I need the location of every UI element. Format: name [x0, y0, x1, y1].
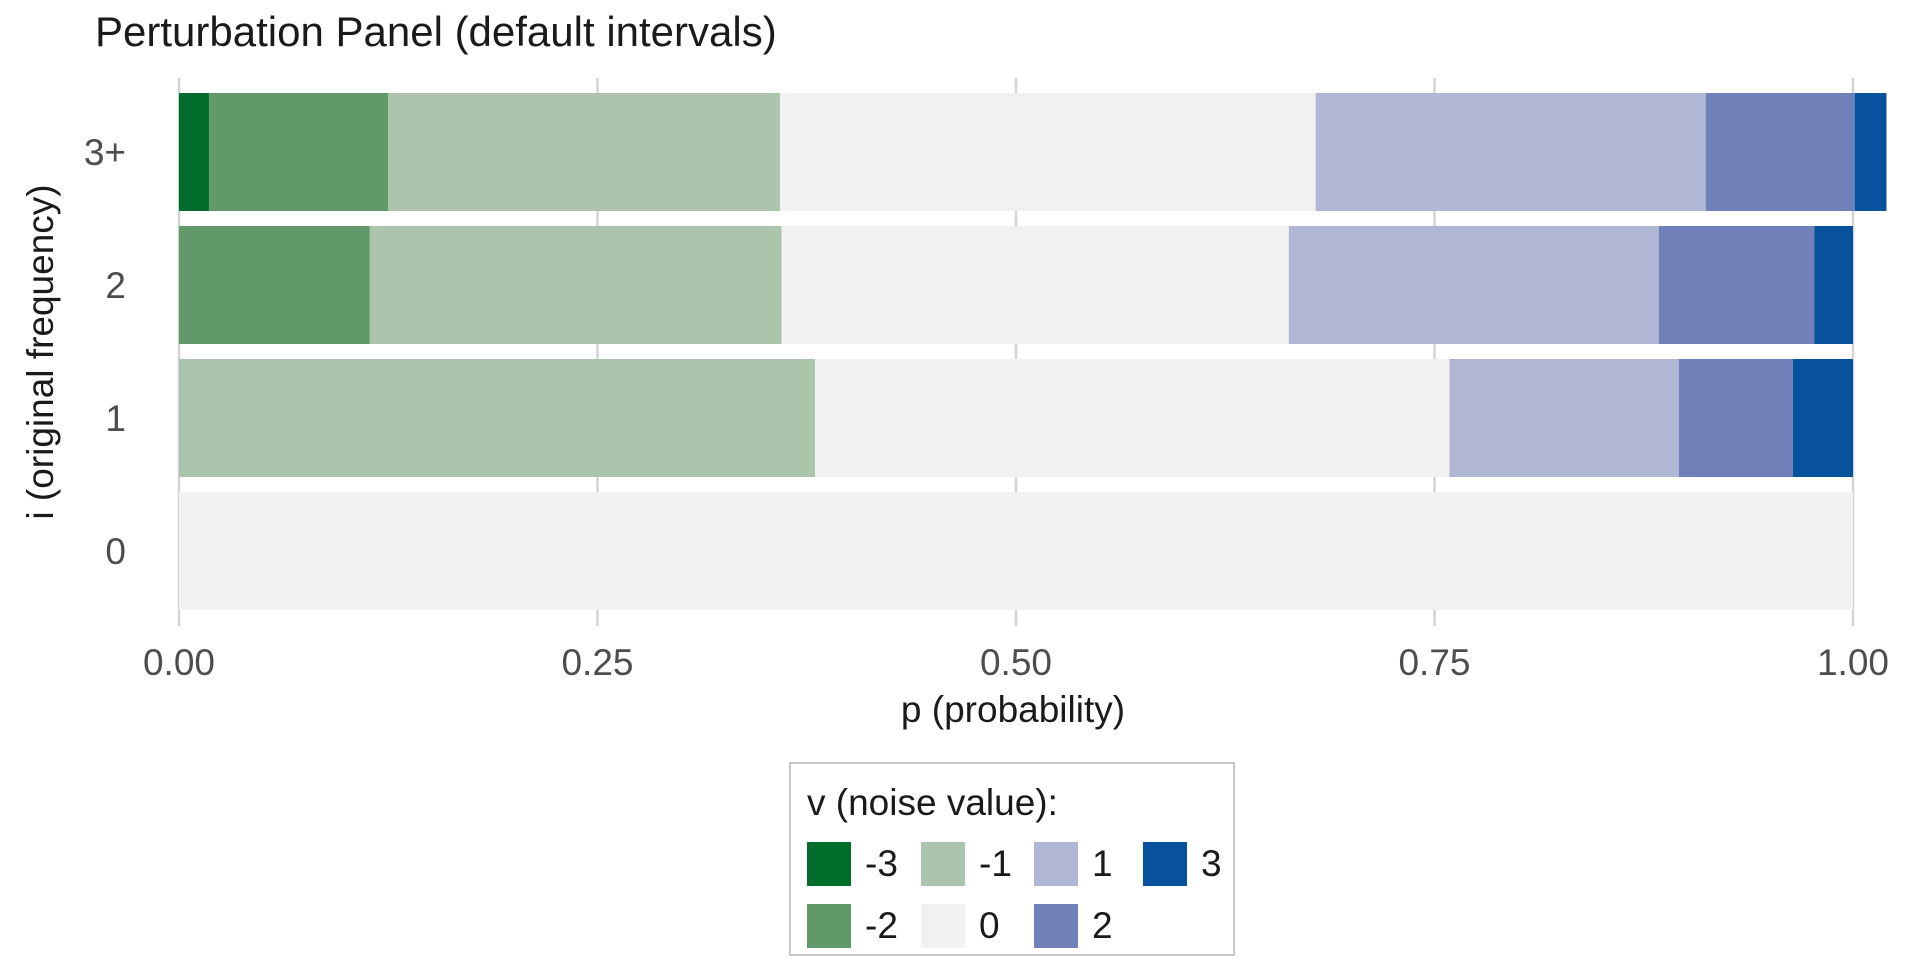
chart-title: Perturbation Panel (default intervals): [95, 8, 777, 55]
bar-segment: [815, 359, 1450, 477]
legend-item: 1: [1034, 842, 1113, 886]
bar-segment: [369, 226, 782, 344]
y-tick-labels: 3+ 2 1 0: [84, 132, 126, 572]
x-tick-label: 0.25: [561, 642, 633, 683]
legend-item: -3: [807, 842, 898, 886]
bar-segment: [179, 93, 210, 211]
bar-segment: [1814, 226, 1853, 344]
bar-segment: [1315, 93, 1706, 211]
bar-segment: [779, 93, 1316, 211]
y-axis-label: i (original frequency): [20, 184, 61, 519]
legend: v (noise value): -3 -2 -1 0 1 2 3: [789, 762, 1235, 956]
legend-title: v (noise value):: [807, 782, 1058, 823]
legend-label: 2: [1092, 905, 1113, 946]
legend-item: -1: [921, 842, 1012, 886]
bar-segment: [1854, 93, 1887, 211]
bar-segment: [1705, 93, 1855, 211]
y-tick-label: 3+: [84, 132, 126, 173]
legend-item: -2: [807, 904, 898, 948]
legend-label: 1: [1092, 843, 1113, 884]
y-tick-label: 0: [105, 531, 126, 572]
bar-segment: [781, 226, 1289, 344]
bar-segments: [179, 93, 1887, 610]
bar-segment: [388, 93, 780, 211]
bar-segment: [179, 226, 370, 344]
bar-segment: [1449, 359, 1679, 477]
bar-segment: [1658, 226, 1815, 344]
x-tick-label: 1.00: [1817, 642, 1889, 683]
bar-segment: [209, 93, 389, 211]
x-tick-label: 0.50: [980, 642, 1052, 683]
y-tick-label: 1: [105, 398, 126, 439]
legend-swatch: [1143, 842, 1187, 886]
legend-swatch: [921, 904, 965, 948]
y-tick-label: 2: [105, 265, 126, 306]
bar-segment: [1288, 226, 1659, 344]
bar-segment: [1678, 359, 1793, 477]
x-tick-label: 0.00: [143, 642, 215, 683]
legend-label: -3: [865, 843, 898, 884]
legend-label: -2: [865, 905, 898, 946]
legend-item: 3: [1143, 842, 1222, 886]
legend-swatch: [807, 904, 851, 948]
legend-swatch: [921, 842, 965, 886]
x-tick-labels: 0.00 0.25 0.50 0.75 1.00: [143, 642, 1889, 683]
x-axis-label: p (probability): [901, 689, 1125, 730]
legend-label: 0: [979, 905, 1000, 946]
legend-label: -1: [979, 843, 1012, 884]
legend-item: 0: [921, 904, 1000, 948]
legend-swatch: [1034, 842, 1078, 886]
legend-item: 2: [1034, 904, 1113, 948]
legend-swatch: [1034, 904, 1078, 948]
legend-swatch: [807, 842, 851, 886]
bar-segment: [1792, 359, 1853, 477]
bar-segment: [179, 359, 816, 477]
legend-label: 3: [1201, 843, 1222, 884]
bar-segment: [179, 492, 1853, 610]
x-tick-label: 0.75: [1398, 642, 1470, 683]
